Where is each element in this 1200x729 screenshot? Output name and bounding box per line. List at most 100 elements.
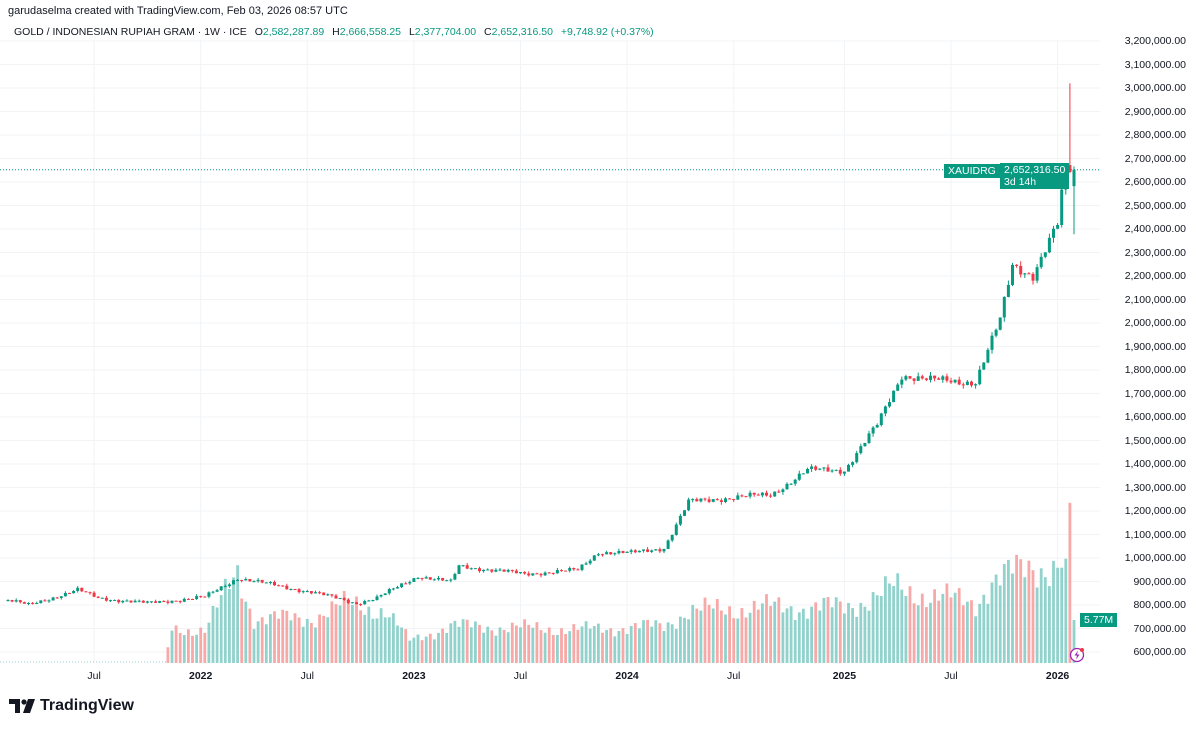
candle-body bbox=[535, 573, 539, 575]
candle-body bbox=[473, 568, 477, 570]
volume-bar bbox=[851, 608, 854, 663]
credit-line: garudaselma created with TradingView.com… bbox=[8, 5, 348, 17]
volume-bar bbox=[707, 604, 711, 663]
volume-bar bbox=[605, 629, 608, 663]
volume-bar bbox=[269, 614, 272, 663]
volume-bar bbox=[642, 620, 645, 663]
volume-bar bbox=[724, 614, 727, 663]
volume-bar bbox=[301, 626, 305, 663]
candle-body bbox=[941, 376, 945, 380]
volume-bar bbox=[486, 626, 490, 663]
volume-bar bbox=[379, 608, 383, 663]
candle-body bbox=[892, 390, 896, 403]
volume-bar bbox=[556, 634, 559, 663]
candle-body bbox=[1019, 265, 1023, 275]
volume-bar bbox=[756, 609, 760, 663]
candle-body bbox=[72, 590, 76, 594]
candle-body bbox=[371, 599, 375, 601]
volume-bar bbox=[170, 630, 174, 663]
candle-body bbox=[260, 579, 264, 583]
candle-body bbox=[650, 550, 654, 552]
volume-bar bbox=[933, 589, 936, 663]
volume-bar bbox=[502, 629, 506, 663]
volume-bar bbox=[318, 614, 321, 663]
volume-bar bbox=[1068, 502, 1072, 663]
volume-bar bbox=[441, 628, 444, 663]
volume-bar bbox=[387, 617, 391, 663]
time-tick: Jul bbox=[726, 670, 741, 682]
price-tick: 1,900,000.00 bbox=[1124, 340, 1186, 353]
candle-body bbox=[838, 469, 842, 474]
volume-bar bbox=[207, 622, 211, 663]
candle-body bbox=[486, 569, 490, 571]
candle-body bbox=[268, 582, 272, 584]
candle-body bbox=[387, 589, 391, 594]
volume-bar bbox=[884, 576, 887, 663]
volume-bar bbox=[863, 606, 867, 663]
volume-bar bbox=[174, 625, 178, 663]
volume-bar bbox=[305, 618, 309, 663]
candle-body bbox=[150, 601, 153, 603]
candle-body bbox=[551, 572, 555, 574]
candle-body bbox=[88, 592, 92, 594]
candle-body bbox=[461, 565, 465, 567]
price-tick: 2,000,000.00 bbox=[1124, 317, 1186, 329]
time-tick: Jul bbox=[87, 670, 101, 682]
volume-bar bbox=[564, 634, 567, 663]
volume-bar bbox=[777, 597, 781, 663]
volume-bar bbox=[293, 613, 297, 663]
candle-body bbox=[84, 591, 88, 593]
candle-body bbox=[437, 577, 440, 580]
volume-bar bbox=[191, 635, 194, 663]
candle-body bbox=[51, 597, 55, 601]
price-tick: 1,300,000.00 bbox=[1124, 481, 1186, 494]
candle-body bbox=[834, 469, 838, 471]
volume-bar bbox=[428, 633, 432, 663]
candle-body bbox=[330, 594, 334, 596]
volume-bar bbox=[359, 610, 362, 663]
candle-body bbox=[970, 381, 973, 386]
candle-body bbox=[174, 600, 178, 602]
symbol-title[interactable]: GOLD / INDONESIAN RUPIAH GRAM · 1W · ICE bbox=[14, 26, 247, 38]
candle-body bbox=[740, 495, 744, 497]
candle-body bbox=[350, 602, 354, 604]
candle-body bbox=[137, 600, 141, 602]
candle-body bbox=[523, 572, 527, 574]
candle-body bbox=[670, 534, 674, 541]
candle-body bbox=[334, 595, 338, 599]
candle-body bbox=[248, 578, 252, 582]
volume-bar bbox=[568, 631, 572, 663]
price-tick: 900,000.00 bbox=[1133, 575, 1186, 588]
volume-bar bbox=[720, 610, 723, 663]
lightning-alert-icon[interactable] bbox=[1069, 647, 1085, 663]
volume-bar bbox=[371, 618, 375, 663]
volume-bar bbox=[838, 601, 842, 663]
candle-body bbox=[785, 483, 789, 490]
tradingview-logo[interactable]: TradingView bbox=[9, 697, 134, 715]
volume-bar bbox=[601, 632, 604, 663]
candle-body bbox=[965, 381, 969, 385]
candle-body bbox=[658, 549, 662, 552]
candle-body bbox=[1068, 165, 1072, 172]
price-tick: 2,300,000.00 bbox=[1124, 246, 1186, 259]
volume-bar bbox=[433, 639, 436, 663]
volume-bar bbox=[437, 632, 440, 663]
price-tick: 1,600,000.00 bbox=[1124, 411, 1186, 423]
volume-bar bbox=[674, 628, 678, 663]
candle-body bbox=[10, 600, 14, 602]
volume-bar bbox=[1015, 554, 1018, 663]
volume-bar bbox=[195, 634, 198, 663]
price-tick: 2,800,000.00 bbox=[1124, 129, 1186, 141]
volume-bar bbox=[711, 608, 715, 663]
candle-body bbox=[457, 565, 461, 574]
volume-bar bbox=[334, 604, 338, 663]
candle-body bbox=[289, 589, 293, 591]
volume-bar bbox=[900, 589, 904, 663]
volume-bar bbox=[453, 620, 457, 663]
volume-bar bbox=[289, 620, 293, 663]
candle-body bbox=[760, 492, 764, 496]
candle-body bbox=[125, 600, 129, 602]
candle-body bbox=[256, 579, 260, 582]
volume-bar bbox=[482, 632, 485, 663]
